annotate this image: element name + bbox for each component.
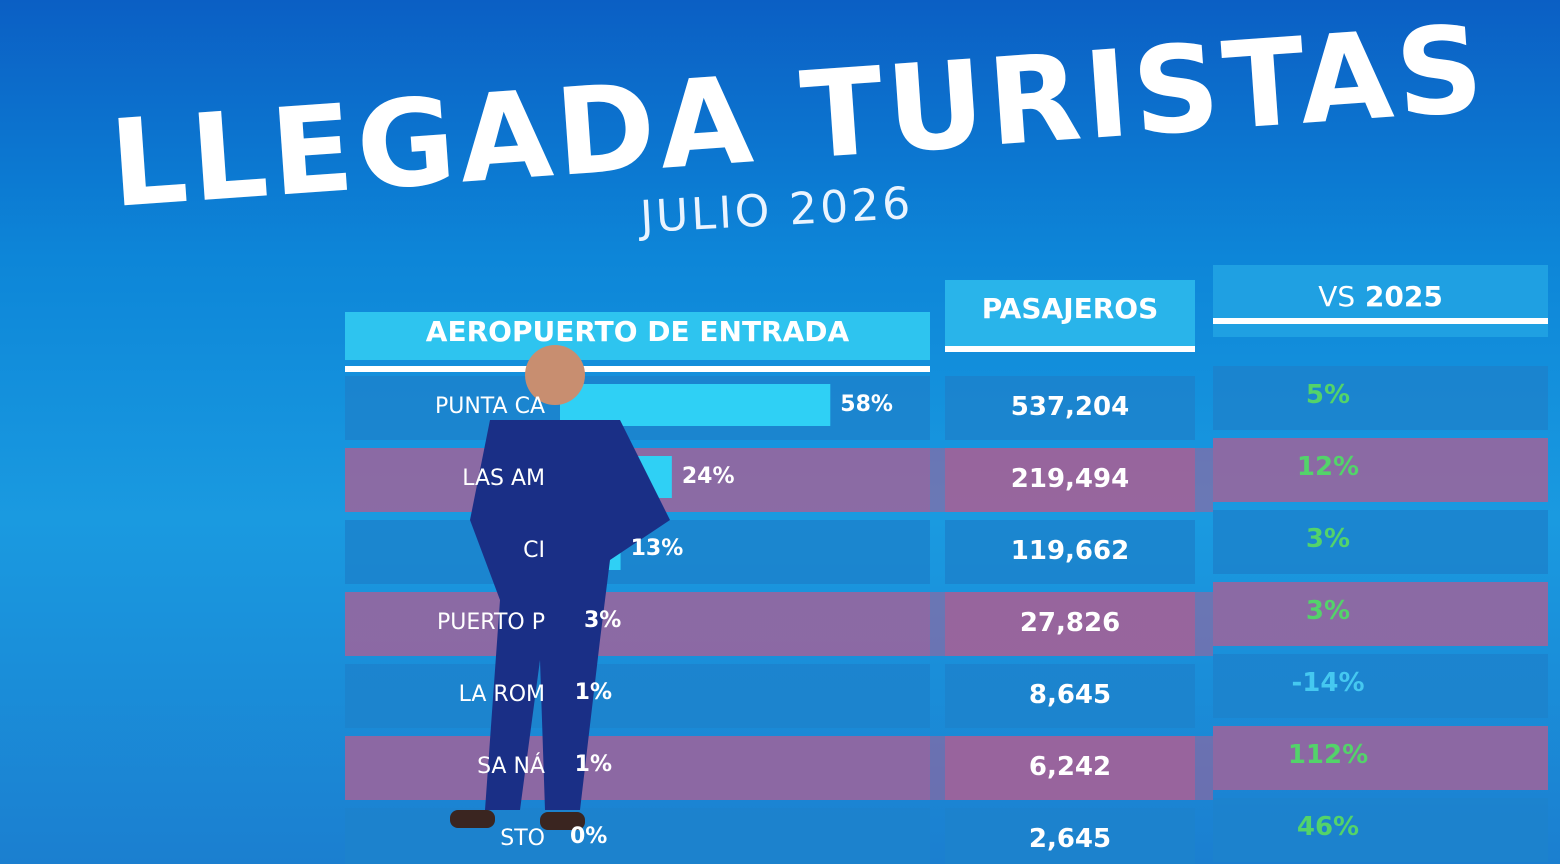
share-label: 13% bbox=[630, 536, 684, 561]
row-bg bbox=[345, 664, 930, 728]
column-header: VS 2025 bbox=[1213, 280, 1548, 313]
share-bar bbox=[560, 384, 831, 426]
share-label: 0% bbox=[570, 824, 608, 849]
row-bg bbox=[1213, 654, 1548, 718]
row-bg bbox=[945, 520, 1195, 584]
share-label: 3% bbox=[583, 608, 622, 633]
head bbox=[525, 345, 585, 405]
change: 5% bbox=[1305, 380, 1351, 410]
row-bg bbox=[945, 808, 1195, 864]
passengers: 27,826 bbox=[1019, 608, 1121, 638]
shoe bbox=[540, 812, 585, 830]
row-band bbox=[930, 736, 1213, 800]
row-bg bbox=[345, 736, 930, 800]
header-bg bbox=[1213, 265, 1548, 337]
airport-name: PUNTA CA bbox=[434, 394, 545, 419]
passengers: 8,645 bbox=[1028, 680, 1112, 710]
row-bg bbox=[345, 592, 930, 656]
row-bg bbox=[1213, 726, 1548, 790]
change: -14% bbox=[1291, 668, 1365, 698]
airport-name: PUERTO P bbox=[437, 610, 545, 635]
row-bg bbox=[1213, 798, 1548, 862]
passengers: 119,662 bbox=[1010, 536, 1130, 566]
column-header: PASAJEROS bbox=[981, 292, 1159, 325]
row-bg bbox=[945, 376, 1195, 440]
change: 112% bbox=[1287, 740, 1369, 770]
header-year: 2025 bbox=[1364, 280, 1443, 313]
row-bg bbox=[1213, 366, 1548, 430]
row-band bbox=[930, 448, 1213, 512]
share-label: 58% bbox=[840, 392, 893, 417]
change: 3% bbox=[1305, 596, 1351, 626]
row-bg bbox=[1213, 510, 1548, 574]
share-label: 1% bbox=[574, 752, 613, 777]
share-label: 24% bbox=[681, 464, 735, 489]
passengers: 537,204 bbox=[1010, 392, 1130, 422]
header-prefix: VS bbox=[1318, 280, 1356, 313]
row-bg bbox=[345, 808, 930, 864]
passengers: 2,645 bbox=[1028, 824, 1112, 854]
share-label: 1% bbox=[574, 680, 613, 705]
body bbox=[470, 420, 670, 810]
presenter bbox=[450, 345, 670, 830]
airport-name: LAS AM bbox=[462, 466, 545, 491]
airport-name: LA ROM bbox=[458, 682, 545, 707]
header-bg bbox=[345, 312, 930, 360]
passengers: 219,494 bbox=[1010, 464, 1130, 494]
change: 3% bbox=[1305, 524, 1351, 554]
rows bbox=[345, 366, 1548, 864]
header-rule bbox=[945, 346, 1195, 352]
header-rule bbox=[345, 366, 930, 372]
row-bg bbox=[1213, 438, 1548, 502]
row-band bbox=[930, 592, 1213, 656]
header-bg bbox=[945, 280, 1195, 350]
airport-name: SA NÁ bbox=[477, 754, 545, 779]
change: 12% bbox=[1296, 452, 1360, 482]
change: 46% bbox=[1296, 812, 1360, 842]
header-rule bbox=[1213, 318, 1548, 324]
column-header: AEROPUERTO DE ENTRADA bbox=[425, 315, 850, 348]
shoe bbox=[450, 810, 495, 828]
airport-name: CI bbox=[523, 538, 545, 563]
row-bg bbox=[1213, 582, 1548, 646]
passengers: 6,242 bbox=[1028, 752, 1112, 782]
airport-name: STO bbox=[500, 826, 545, 851]
row-bg bbox=[945, 664, 1195, 728]
